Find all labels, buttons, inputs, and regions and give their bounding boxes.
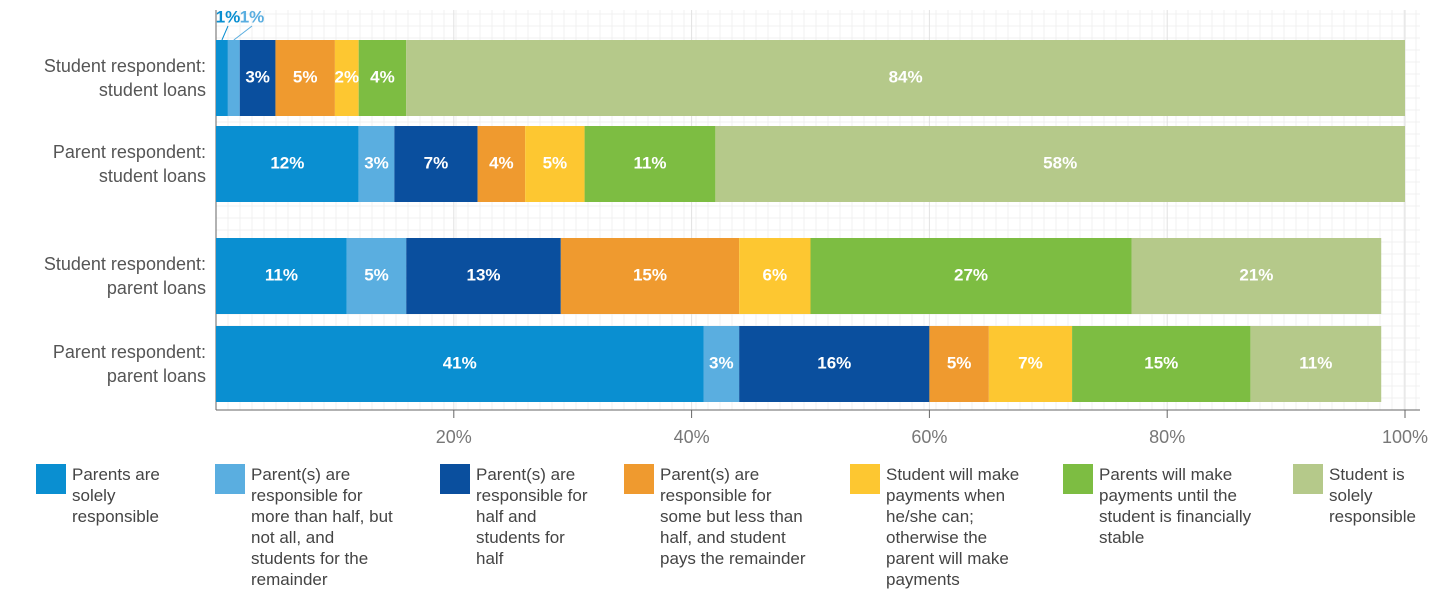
- value-label: 5%: [364, 265, 389, 284]
- value-label: 58%: [1043, 153, 1077, 172]
- value-label: 3%: [245, 67, 270, 86]
- bar-segment: [1072, 326, 1251, 402]
- bar-segment: [739, 326, 930, 402]
- value-label: 5%: [293, 67, 318, 86]
- value-label: 6%: [763, 265, 788, 284]
- value-label: 2%: [335, 67, 360, 86]
- x-tick-label: 40%: [674, 427, 710, 447]
- bar-segment: [358, 40, 407, 116]
- value-label: 12%: [270, 153, 304, 172]
- value-label: 84%: [889, 67, 923, 86]
- category-label: Parent respondent: student loans: [52, 142, 206, 186]
- bar-segment: [810, 238, 1132, 314]
- bar-segment: [739, 238, 811, 314]
- bar-segment: [477, 126, 526, 202]
- category-label: Student respondent: student loans: [43, 56, 206, 100]
- legend-item: Parent(s) are responsible for half and s…: [440, 464, 588, 569]
- bar-segment: [346, 238, 407, 314]
- value-label: 5%: [543, 153, 568, 172]
- legend-swatch: [215, 464, 245, 494]
- bar-segment: [929, 326, 989, 402]
- value-label: 1%: [216, 7, 241, 26]
- value-label: 3%: [364, 153, 389, 172]
- bar-segment: [334, 40, 359, 116]
- x-tick-label: 80%: [1149, 427, 1185, 447]
- value-label: 11%: [1299, 353, 1332, 372]
- legend-swatch: [624, 464, 654, 494]
- legend-label: Parent(s) are responsible for some but l…: [660, 465, 806, 568]
- bar-segment: [216, 126, 359, 202]
- bar-segment: [227, 40, 240, 116]
- legend-label: Parent(s) are responsible for more than …: [251, 465, 393, 589]
- value-label: 11%: [265, 265, 298, 284]
- value-label: 15%: [633, 265, 667, 284]
- legend-label: Parents are solely responsible: [72, 465, 160, 526]
- legend-swatch: [440, 464, 470, 494]
- legend-label: Parents will make payments until the stu…: [1099, 465, 1252, 547]
- value-label: 21%: [1239, 265, 1273, 284]
- bar-segment: [703, 326, 740, 402]
- bar-segment: [1131, 238, 1382, 314]
- value-label: 7%: [1018, 353, 1043, 372]
- legend-item: Student will make payments when he/she c…: [850, 464, 1026, 590]
- x-tick-label: 60%: [911, 427, 947, 447]
- bar-segment: [406, 40, 1405, 116]
- label-leader: [233, 25, 253, 41]
- x-tick-label: 20%: [436, 427, 472, 447]
- value-label: 4%: [370, 67, 395, 86]
- bar-segment: [406, 238, 561, 314]
- legend-item: Parent(s) are responsible for more than …: [215, 464, 401, 590]
- bar-segment: [239, 40, 276, 116]
- x-tick-label: 100%: [1382, 427, 1428, 447]
- legend-swatch: [1293, 464, 1323, 494]
- bar-segment: [216, 326, 704, 402]
- bar-segment: [394, 126, 478, 202]
- value-label: 27%: [954, 265, 988, 284]
- value-label: 13%: [467, 265, 501, 284]
- bar-segment: [216, 238, 347, 314]
- value-label: 5%: [947, 353, 972, 372]
- legend-item: Parent(s) are responsible for some but l…: [624, 464, 810, 569]
- bar-segment: [1250, 326, 1382, 402]
- bar-segment: [584, 126, 716, 202]
- bar-segment: [275, 40, 335, 116]
- legend-swatch: [36, 464, 66, 494]
- legend-label: Student will make payments when he/she c…: [886, 465, 1020, 589]
- bar-segment: [216, 40, 228, 116]
- bar-segment: [988, 326, 1073, 402]
- value-label: 4%: [489, 153, 514, 172]
- legend-label: Student is solely responsible: [1329, 465, 1416, 526]
- bar-segment: [358, 126, 395, 202]
- category-label: Student respondent: parent loans: [43, 254, 206, 298]
- category-label: Parent respondent: parent loans: [52, 342, 206, 386]
- value-label: 3%: [709, 353, 734, 372]
- legend-swatch: [1063, 464, 1093, 494]
- label-leader: [221, 25, 229, 41]
- value-label: 16%: [817, 353, 851, 372]
- bar-segment: [560, 238, 740, 314]
- legend-swatch: [850, 464, 880, 494]
- legend-item: Parents will make payments until the stu…: [1063, 464, 1264, 548]
- bar-segment: [715, 126, 1405, 202]
- value-label: 1%: [240, 7, 265, 26]
- value-label: 15%: [1144, 353, 1178, 372]
- legend-item: Parents are solely responsible: [36, 464, 182, 527]
- bar-segment: [525, 126, 585, 202]
- legend-label: Parent(s) are responsible for half and s…: [476, 465, 588, 568]
- value-label: 11%: [633, 153, 666, 172]
- legend-item: Student is solely responsible: [1293, 464, 1432, 527]
- value-label: 7%: [424, 153, 449, 172]
- value-label: 41%: [443, 353, 477, 372]
